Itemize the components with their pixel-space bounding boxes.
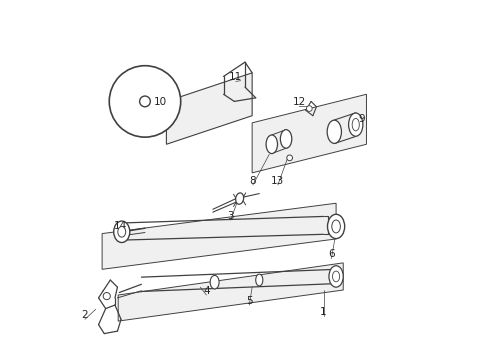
Text: 11: 11 [229,72,243,82]
Text: 12: 12 [293,97,306,107]
Ellipse shape [266,135,277,154]
Ellipse shape [118,226,126,237]
Ellipse shape [329,266,343,287]
Ellipse shape [236,193,244,204]
Text: 9: 9 [359,113,366,123]
Ellipse shape [327,120,342,143]
Circle shape [140,96,150,107]
Text: 5: 5 [246,296,253,306]
Ellipse shape [352,118,359,131]
Ellipse shape [332,220,341,233]
Ellipse shape [256,274,263,286]
Text: 3: 3 [227,211,234,221]
Polygon shape [167,73,252,144]
Text: 10: 10 [153,97,167,107]
Ellipse shape [114,221,130,243]
Text: 2: 2 [82,310,88,320]
Polygon shape [102,203,336,269]
Polygon shape [118,263,343,321]
Ellipse shape [210,275,219,289]
Circle shape [306,106,312,111]
Circle shape [109,66,181,137]
Ellipse shape [327,214,344,239]
Text: 4: 4 [203,286,210,296]
Text: 1: 1 [320,307,327,317]
Ellipse shape [333,271,340,282]
Circle shape [103,293,110,300]
Ellipse shape [334,271,341,283]
Ellipse shape [348,113,363,136]
Ellipse shape [280,130,292,148]
Polygon shape [252,94,367,173]
Circle shape [287,155,293,161]
Text: 6: 6 [328,249,335,259]
Text: 14: 14 [114,221,127,231]
Text: 13: 13 [271,176,285,186]
Text: 8: 8 [249,176,256,186]
